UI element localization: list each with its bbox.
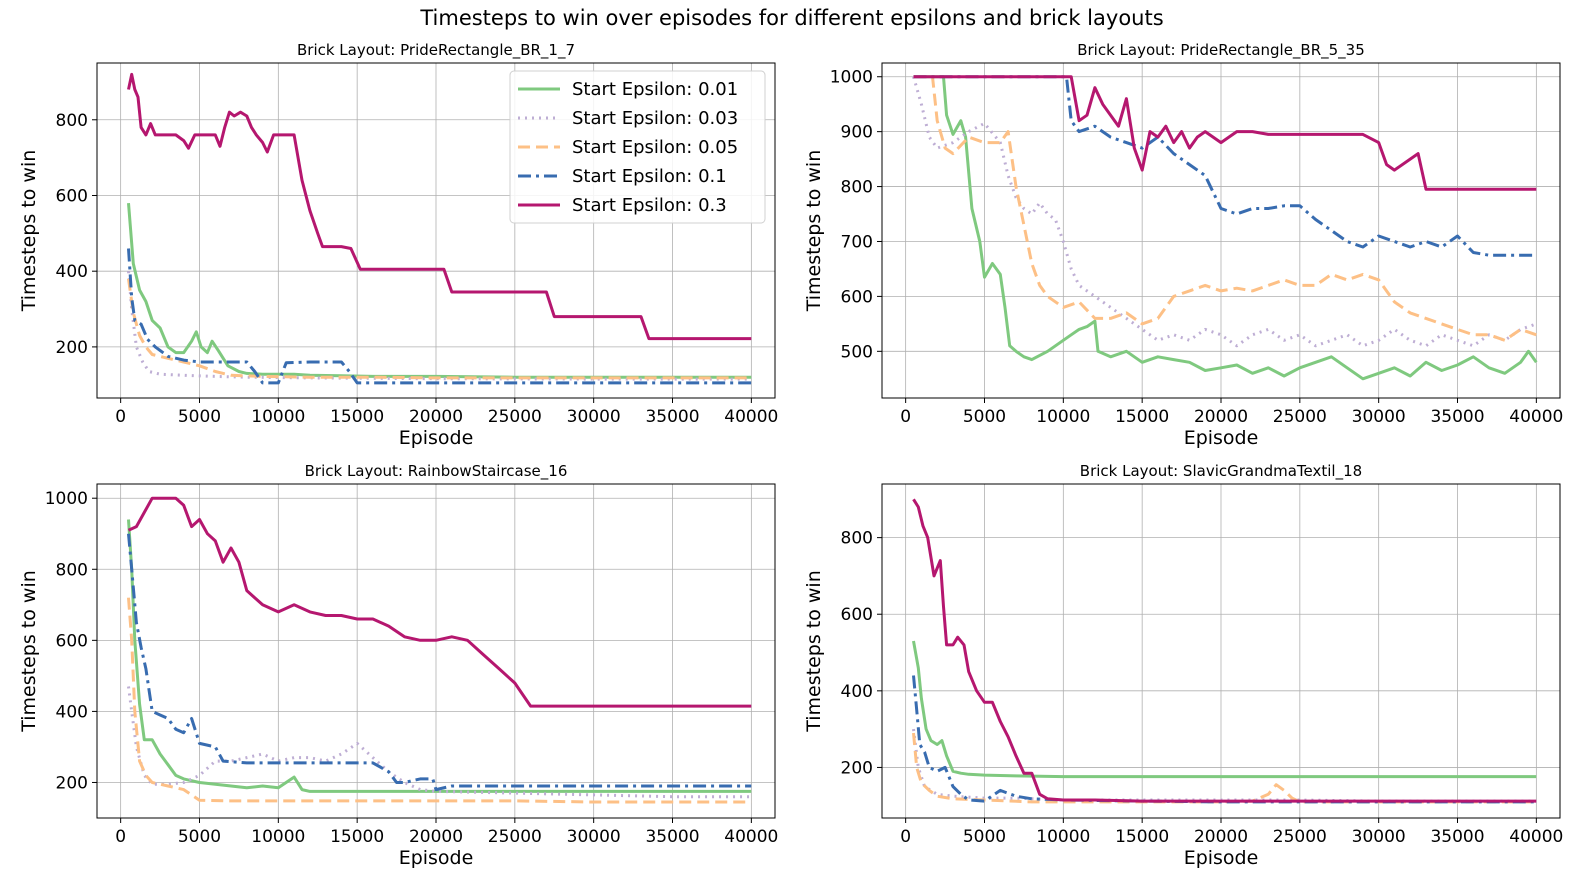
series-line-epsilon-0.1	[912, 675, 1537, 804]
x-tick-label: 30000	[567, 827, 621, 847]
series-line-epsilon-0.01	[913, 75, 1538, 381]
y-tick-label: 600	[841, 287, 873, 307]
x-axis-label: Episode	[1184, 847, 1259, 869]
x-tick-label: 5000	[963, 827, 1006, 847]
legend-label: Start Epsilon: 0.1	[572, 166, 727, 187]
x-tick-label: 40000	[1509, 407, 1563, 427]
y-tick-label: 200	[56, 338, 88, 358]
series-line-epsilon-0.1	[913, 75, 1537, 257]
subplot-title: Brick Layout: PrideRectangle_BR_5_35	[1077, 41, 1365, 60]
x-tick-label: 30000	[1352, 407, 1406, 427]
y-tick-label: 800	[56, 111, 88, 131]
legend-label: Start Epsilon: 0.05	[572, 137, 738, 158]
x-tick-label: 35000	[1430, 827, 1484, 847]
series-line-epsilon-0.05	[912, 732, 1537, 804]
x-tick-label: 40000	[1509, 827, 1563, 847]
y-axis-label: Timesteps to win	[18, 570, 40, 733]
x-axis-label: Episode	[1184, 427, 1259, 449]
subplot-title: Brick Layout: RainbowStaircase_16	[305, 462, 568, 481]
series-line-epsilon-0.3	[127, 496, 752, 708]
series-line-epsilon-0.05	[913, 75, 1537, 342]
x-tick-label: 0	[900, 407, 911, 427]
x-tick-label: 15000	[1115, 827, 1169, 847]
x-tick-label: 5000	[963, 407, 1006, 427]
x-tick-label: 25000	[1273, 827, 1327, 847]
series-line-epsilon-0.3	[127, 72, 752, 341]
series-line-epsilon-0.1	[127, 533, 752, 792]
figure-title: Timesteps to win over episodes for diffe…	[420, 6, 1164, 30]
y-axis-label: Timesteps to win	[803, 150, 825, 313]
subplot-title: Brick Layout: SlavicGrandmaTextil_18	[1080, 462, 1362, 481]
y-tick-label: 600	[56, 186, 88, 206]
series-line-epsilon-0.03	[127, 686, 752, 799]
series-line-epsilon-0.3	[913, 75, 1537, 191]
x-tick-label: 0	[115, 407, 126, 427]
series-line-epsilon-0.01	[912, 640, 1537, 779]
x-tick-label: 35000	[645, 827, 699, 847]
x-tick-label: 35000	[645, 407, 699, 427]
x-tick-label: 15000	[1115, 407, 1169, 427]
x-axis-label: Episode	[399, 847, 474, 869]
x-tick-label: 25000	[1273, 407, 1327, 427]
series-line-epsilon-0.05	[127, 278, 752, 380]
legend-box	[509, 70, 766, 224]
subplot-4: 0 5000 10000 15000 20000 25000 30000 35000 40000…	[803, 462, 1563, 869]
y-tick-label: 200	[56, 773, 88, 793]
x-tick-label: 0	[900, 827, 911, 847]
y-tick-label: 800	[841, 178, 873, 198]
legend-label: Start Epsilon: 0.3	[572, 195, 727, 216]
subplot-title: Brick Layout: PrideRectangle_BR_1_7	[297, 41, 575, 60]
series-line-epsilon-0.03	[127, 271, 752, 381]
x-tick-label: 5000	[178, 827, 221, 847]
legend: Start Epsilon: 0.01 Start Epsilon: 0.03 St…	[509, 70, 766, 224]
x-tick-label: 30000	[1352, 827, 1406, 847]
x-tick-label: 20000	[409, 407, 463, 427]
series-line-epsilon-0.01	[127, 202, 752, 379]
y-tick-label: 1000	[830, 68, 873, 88]
x-tick-label: 25000	[488, 827, 542, 847]
y-tick-label: 600	[56, 631, 88, 651]
x-tick-label: 40000	[724, 407, 778, 427]
x-tick-label: 5000	[178, 407, 221, 427]
y-tick-label: 200	[841, 758, 873, 778]
y-tick-label: 800	[841, 529, 873, 549]
x-tick-label: 0	[115, 827, 126, 847]
y-tick-label: 600	[841, 605, 873, 625]
y-tick-label: 400	[56, 702, 88, 722]
y-tick-label: 900	[841, 123, 873, 143]
subplot-3: 0 5000 10000 15000 20000 25000 30000 35000 40000…	[18, 462, 778, 869]
x-tick-label: 20000	[1194, 827, 1248, 847]
x-tick-label: 20000	[1194, 407, 1248, 427]
y-axis-label: Timesteps to win	[803, 570, 825, 733]
x-axis-label: Episode	[399, 427, 474, 449]
x-tick-label: 15000	[330, 407, 384, 427]
series-line-epsilon-0.03	[912, 728, 1537, 803]
y-tick-label: 1000	[45, 489, 88, 509]
x-tick-label: 10000	[1036, 407, 1090, 427]
series-line-epsilon-0.05	[127, 597, 752, 804]
legend-label: Start Epsilon: 0.01	[572, 79, 738, 100]
x-tick-label: 30000	[567, 407, 621, 427]
y-tick-label: 800	[56, 560, 88, 580]
y-axis-label: Timesteps to win	[18, 150, 40, 313]
x-tick-label: 15000	[330, 827, 384, 847]
x-tick-label: 20000	[409, 827, 463, 847]
x-tick-label: 35000	[1430, 407, 1484, 427]
y-tick-label: 700	[841, 232, 873, 252]
series-line-epsilon-0.3	[912, 498, 1537, 803]
y-tick-label: 500	[841, 342, 873, 362]
x-tick-label: 10000	[251, 827, 305, 847]
subplot-2: 0 5000 10000 15000 20000 25000 30000 35000 40000…	[803, 41, 1563, 449]
series-line-epsilon-0.1	[127, 248, 752, 385]
y-tick-label: 400	[841, 682, 873, 702]
x-tick-label: 10000	[1036, 827, 1090, 847]
y-tick-label: 400	[56, 262, 88, 282]
x-tick-label: 10000	[251, 407, 305, 427]
legend-label: Start Epsilon: 0.03	[572, 108, 738, 129]
x-tick-label: 25000	[488, 407, 542, 427]
x-tick-label: 40000	[724, 827, 778, 847]
